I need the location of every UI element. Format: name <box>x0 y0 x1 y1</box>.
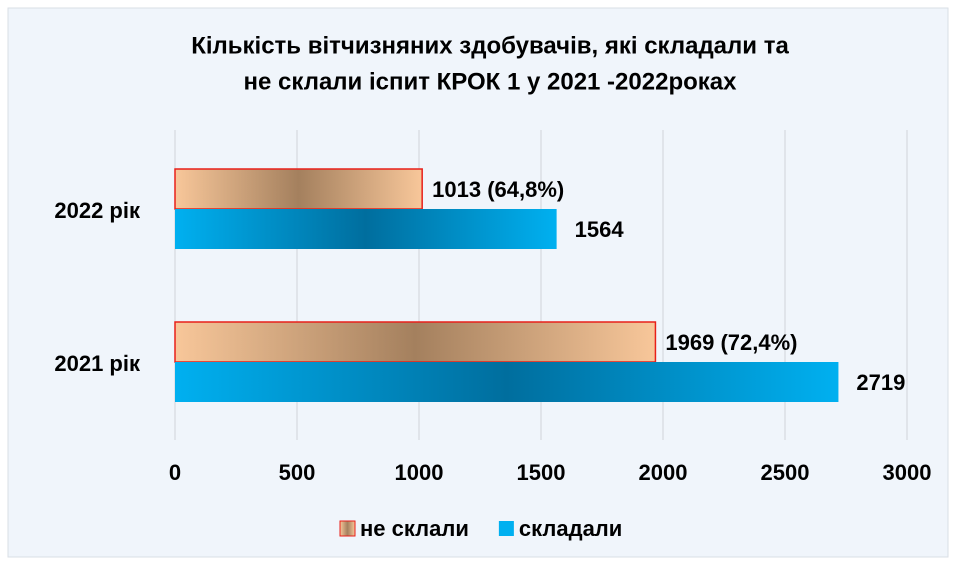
y-tick-label: 2021 рік <box>54 351 141 376</box>
x-tick-label: 500 <box>279 460 316 485</box>
data-label: 1969 (72,4%) <box>665 330 797 355</box>
x-tick-label: 1500 <box>517 460 566 485</box>
legend-swatch <box>339 520 356 537</box>
legend-label: складали <box>519 516 622 541</box>
background <box>7 7 949 558</box>
data-label: 1564 <box>575 217 625 242</box>
legend-swatch <box>498 521 514 536</box>
y-tick-label: 2022 рік <box>54 198 141 223</box>
x-tick-label: 1000 <box>395 460 444 485</box>
x-tick-label: 2000 <box>639 460 688 485</box>
chart-title: не склали іспит КРОК 1 у 2021 -2022роках <box>244 68 738 95</box>
chart-title: Кількість вітчизняних здобувачів, які ск… <box>191 32 789 59</box>
x-tick-label: 0 <box>169 460 181 485</box>
legend-label: не склали <box>360 516 469 541</box>
bar <box>175 209 557 249</box>
bar <box>175 362 839 402</box>
data-label: 2719 <box>856 370 905 395</box>
data-label: 1013 (64,8%) <box>432 177 564 202</box>
bar <box>174 168 423 210</box>
x-tick-label: 2500 <box>761 460 810 485</box>
bar <box>174 321 657 363</box>
x-tick-label: 3000 <box>883 460 932 485</box>
